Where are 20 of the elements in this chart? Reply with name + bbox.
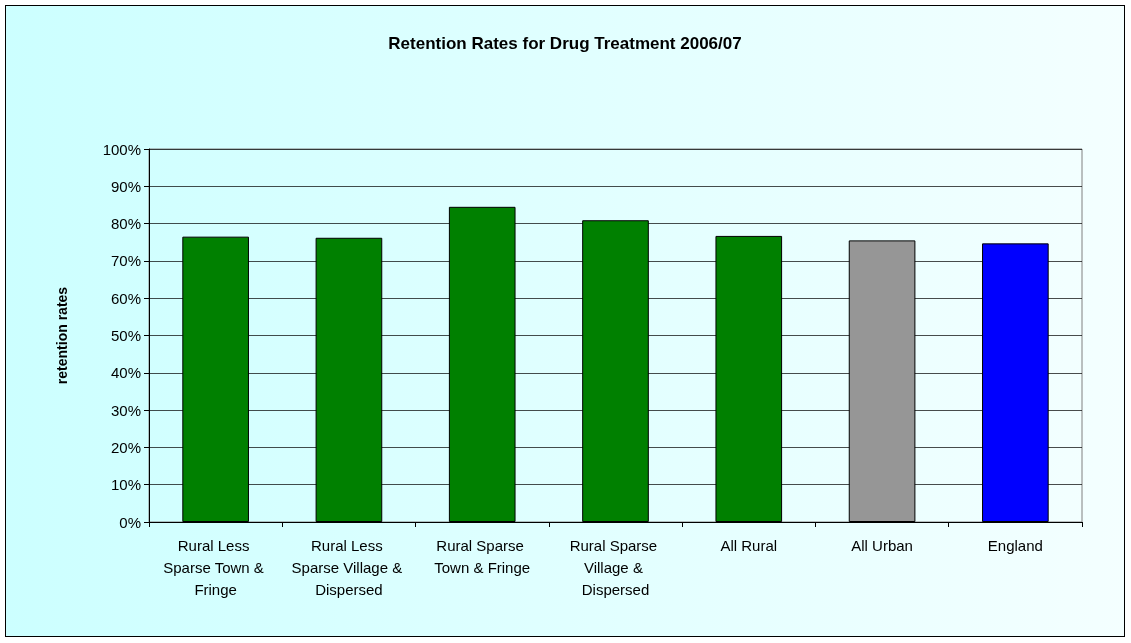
y-tick-label: 80% [110, 215, 141, 233]
y-tick-label: 0% [119, 513, 141, 531]
y-tick-label: 50% [110, 327, 141, 344]
x-tick-label: All Urban [851, 536, 913, 554]
x-tick-label: Rural Less Sparse Village & Dispersed [291, 536, 407, 598]
chart-title: Retention Rates for Drug Treatment 2006/07 [388, 34, 742, 53]
x-tick-label: All Rural [720, 536, 778, 554]
x-tick-label: Rural Less Sparse Town & Fringe [163, 536, 269, 598]
y-tick-label: 70% [110, 252, 141, 270]
y-tick-label: 10% [110, 476, 141, 494]
y-tick-label: 40% [110, 364, 141, 382]
x-tick-label: England [987, 536, 1043, 554]
y-tick-label: 100% [102, 140, 141, 158]
y-axis-title: retention rates [54, 286, 70, 385]
x-tick-label: Rural Sparse Town & Fringe [434, 536, 531, 576]
y-tick-label: 20% [110, 438, 141, 456]
y-tick-label: 90% [110, 177, 141, 195]
y-tick-label: 30% [110, 401, 141, 419]
y-tick-label: 60% [110, 289, 141, 307]
x-tick-label: Rural Sparse Village & Dispersed [569, 536, 662, 598]
